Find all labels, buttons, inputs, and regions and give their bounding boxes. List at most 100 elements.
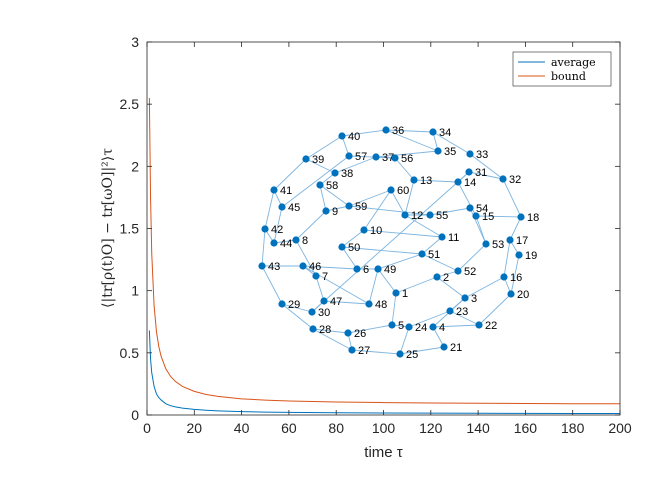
graph-edge [468, 171, 504, 180]
graph-node [270, 239, 278, 247]
graph-edge [391, 292, 397, 326]
graph-edge [413, 179, 459, 183]
graph-node [434, 147, 442, 155]
graph-edge [385, 129, 439, 152]
graph-node-label: 2 [443, 272, 449, 284]
graph-node-label: 19 [525, 250, 537, 262]
graph-edge [432, 326, 445, 348]
graph-node [461, 294, 469, 302]
graph-node [515, 251, 523, 259]
graph-edge [469, 207, 487, 245]
graph-node-label: 28 [319, 324, 331, 336]
graph-node [388, 321, 396, 329]
graph-node-label: 56 [401, 153, 413, 165]
graph-node-label: 3 [471, 293, 477, 305]
series-group [148, 97, 621, 415]
graph-edge [334, 156, 377, 174]
graph-node-label: 14 [464, 177, 476, 189]
graph-edge [377, 268, 397, 294]
graph-edge [449, 310, 480, 326]
graph-edge [390, 189, 406, 216]
graph-node [401, 211, 409, 219]
graph-node [438, 233, 446, 241]
graph-node [472, 212, 480, 220]
graph-node-label: 17 [516, 235, 528, 247]
graph-node-label: 9 [332, 206, 338, 218]
graph-node-label: 34 [439, 127, 451, 139]
graph-edge [395, 276, 438, 294]
graph-edge [302, 265, 358, 270]
graph-edge [478, 293, 512, 326]
graph-edge [421, 236, 443, 255]
graph-edge [351, 349, 401, 355]
graph-node-label: 7 [322, 271, 328, 283]
graph-node [278, 203, 286, 211]
y-tick-label: 1.5 [120, 221, 140, 237]
graph-edge [302, 265, 370, 305]
x-tick-label: 120 [419, 420, 443, 436]
graph-node-label: 41 [280, 185, 292, 197]
graph-node [278, 300, 286, 308]
graph-node-label: 30 [318, 307, 330, 319]
graph-node [308, 308, 316, 316]
graph-edges [261, 129, 522, 355]
graph-node [454, 178, 462, 186]
graph-edge [347, 324, 393, 334]
graph-node-label: 59 [355, 201, 367, 213]
graph-node [258, 262, 266, 270]
graph-node [292, 236, 300, 244]
graph-node-label: 23 [456, 306, 468, 318]
graph-node-label: 58 [326, 180, 338, 192]
graph-node-label: 45 [288, 202, 300, 214]
graph-edge [436, 270, 459, 278]
graph-node-label: 22 [485, 320, 497, 332]
graph-node-label: 29 [288, 299, 300, 311]
graph-node-label: 42 [271, 224, 283, 236]
graph-node [365, 300, 373, 308]
graph-node [391, 154, 399, 162]
graph-edge [295, 210, 327, 241]
graph-edge [281, 303, 313, 313]
graph-node [466, 150, 474, 158]
graph-node-label: 6 [363, 264, 369, 276]
graph-edge [341, 129, 387, 137]
graph-node [500, 273, 508, 281]
y-axis-label: ⟨|tr[ρ(t)O] − tr[ωO]|²⟩τ [100, 148, 116, 308]
graph-node-label: 15 [482, 211, 494, 223]
graph-node [360, 226, 368, 234]
series-line-bound [148, 97, 621, 405]
graph-edge [464, 276, 505, 299]
graph-node [405, 323, 413, 331]
graph-node-label: 8 [302, 235, 308, 247]
graph-node [429, 128, 437, 136]
graph-edge [469, 153, 504, 180]
graph-edge [341, 229, 365, 248]
graph-node-label: 40 [348, 131, 360, 143]
graph-node-label: 49 [384, 264, 396, 276]
graph-node [517, 213, 525, 221]
graph-node-label: 4 [439, 322, 445, 334]
graph-node-label: 33 [476, 149, 488, 161]
graph-edge [368, 268, 379, 305]
graph-node-label: 16 [510, 272, 522, 284]
graph-edge [261, 228, 266, 267]
graph-edge [295, 239, 317, 277]
graph-edge [421, 253, 459, 272]
graph-edge [311, 171, 470, 313]
graph-node [392, 289, 400, 297]
graph-edge [348, 205, 431, 216]
graph-node [302, 155, 310, 163]
graph-node-label: 37 [382, 152, 394, 164]
legend-box [512, 51, 612, 87]
graph-node-label: 36 [392, 125, 404, 137]
graph-node-label: 54 [476, 203, 488, 215]
graph-node-label: 39 [312, 154, 324, 166]
x-tick-label: 100 [372, 420, 396, 436]
graph-node-label: 21 [450, 342, 462, 354]
graph-node-label: 27 [358, 345, 370, 357]
graph-edge [432, 324, 480, 328]
graph-edge [404, 179, 415, 216]
graph-edge [394, 157, 415, 181]
graph-edge [325, 205, 350, 212]
